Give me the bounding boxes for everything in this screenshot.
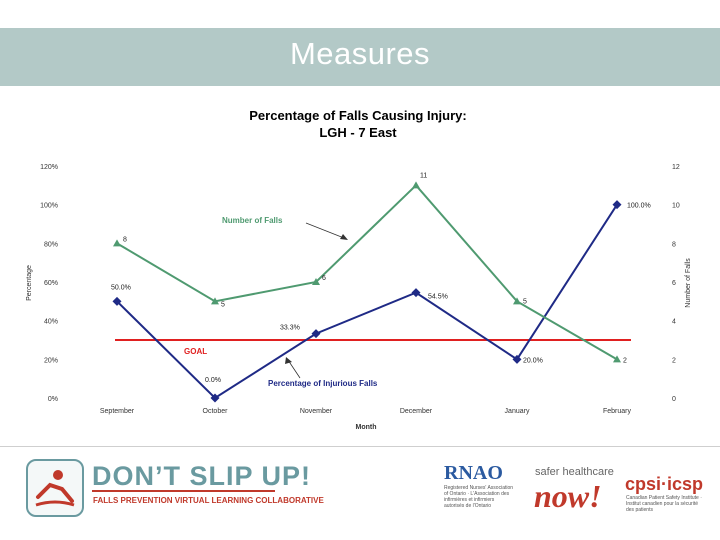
data-label: 50.0% — [111, 284, 131, 291]
right-axis-label: Number of Falls — [685, 258, 692, 308]
left-tick-label: 80% — [44, 241, 58, 248]
series-line-0 — [116, 204, 618, 400]
rnao-logo: RNAO — [444, 462, 503, 484]
data-point — [211, 297, 219, 305]
shc-logo-line: safer healthcare — [535, 466, 614, 478]
data-point — [312, 278, 320, 285]
chart: Percentage of Falls Causing Injury: LGH … — [26, 108, 692, 431]
shc-now-logo: now! — [534, 478, 602, 514]
left-tick-label: 60% — [44, 280, 58, 287]
data-point — [412, 181, 420, 189]
rnao-subtitle: Registered Nurses' Association of Ontari… — [444, 485, 514, 509]
x-tick-label: November — [300, 408, 333, 415]
data-label: 5 — [221, 301, 225, 308]
title-bar — [0, 28, 720, 86]
annotation-injurious-falls: Percentage of Injurious Falls — [268, 379, 378, 388]
right-tick-label: 4 — [672, 319, 676, 326]
x-tick-label: January — [505, 408, 530, 415]
data-point — [112, 296, 122, 306]
chart-title-line-2: LGH - 7 East — [319, 125, 397, 140]
x-tick-label: September — [100, 408, 135, 415]
data-label: 8 — [123, 236, 127, 243]
cpsi-subtitle: Canadian Patient Safety Institute · Inst… — [626, 495, 702, 513]
data-point — [113, 239, 121, 247]
data-label: 20.0% — [523, 357, 543, 364]
footer-divider — [0, 446, 720, 447]
data-label: 2 — [623, 357, 627, 364]
left-tick-label: 120% — [40, 164, 58, 171]
falls-logo-icon — [26, 459, 84, 517]
left-tick-label: 100% — [40, 203, 58, 210]
data-label: 54.5% — [428, 294, 448, 301]
data-point — [512, 354, 522, 364]
data-label: 33.3% — [280, 325, 300, 332]
data-point — [612, 200, 622, 210]
right-tick-label: 6 — [672, 280, 676, 287]
data-point — [210, 393, 220, 403]
data-label: 6 — [322, 275, 326, 282]
logo-rule — [92, 490, 275, 492]
series-line-1 — [116, 183, 618, 361]
data-point — [411, 288, 421, 298]
x-tick-label: October — [203, 408, 229, 415]
data-point — [613, 355, 621, 363]
left-axis-label: Percentage — [26, 265, 33, 301]
logo-title: DON’T SLIP UP! — [92, 461, 312, 491]
data-point — [513, 297, 521, 305]
slide-title: Measures — [289, 36, 431, 71]
left-tick-label: 0% — [48, 396, 58, 403]
left-tick-label: 20% — [44, 357, 58, 364]
annotation-arrow-line — [305, 222, 345, 239]
right-tick-label: 0 — [672, 396, 676, 403]
x-axis-label: Month — [356, 424, 377, 431]
right-tick-label: 12 — [672, 164, 680, 171]
data-label: 11 — [420, 172, 427, 179]
annotation-arrowhead — [285, 357, 292, 364]
data-label: 100.0% — [627, 203, 651, 210]
annotation-arrow-line — [287, 359, 301, 379]
goal-label: GOAL — [184, 347, 207, 356]
annotation-arrowhead — [340, 234, 348, 240]
x-tick-label: December — [400, 408, 433, 415]
chart-title-line-1: Percentage of Falls Causing Injury: — [249, 108, 466, 123]
right-tick-label: 10 — [672, 203, 680, 210]
annotation-number-of-falls: Number of Falls — [222, 216, 283, 225]
cpsi-logo: cpsi·icsp — [625, 474, 704, 494]
right-tick-label: 2 — [672, 357, 676, 364]
data-label: 5 — [523, 298, 527, 305]
plot-area: 0% 20% 40% 60% 80% 100% 120% 0 2 4 6 8 10 12 September… — [26, 164, 692, 431]
left-tick-label: 40% — [44, 319, 58, 326]
data-label: 0.0% — [205, 377, 221, 384]
right-tick-label: 8 — [672, 241, 676, 248]
data-point — [311, 329, 321, 339]
x-tick-label: February — [603, 408, 632, 415]
logo-subtitle: FALLS PREVENTION VIRTUAL LEARNING COLLAB… — [93, 496, 324, 505]
